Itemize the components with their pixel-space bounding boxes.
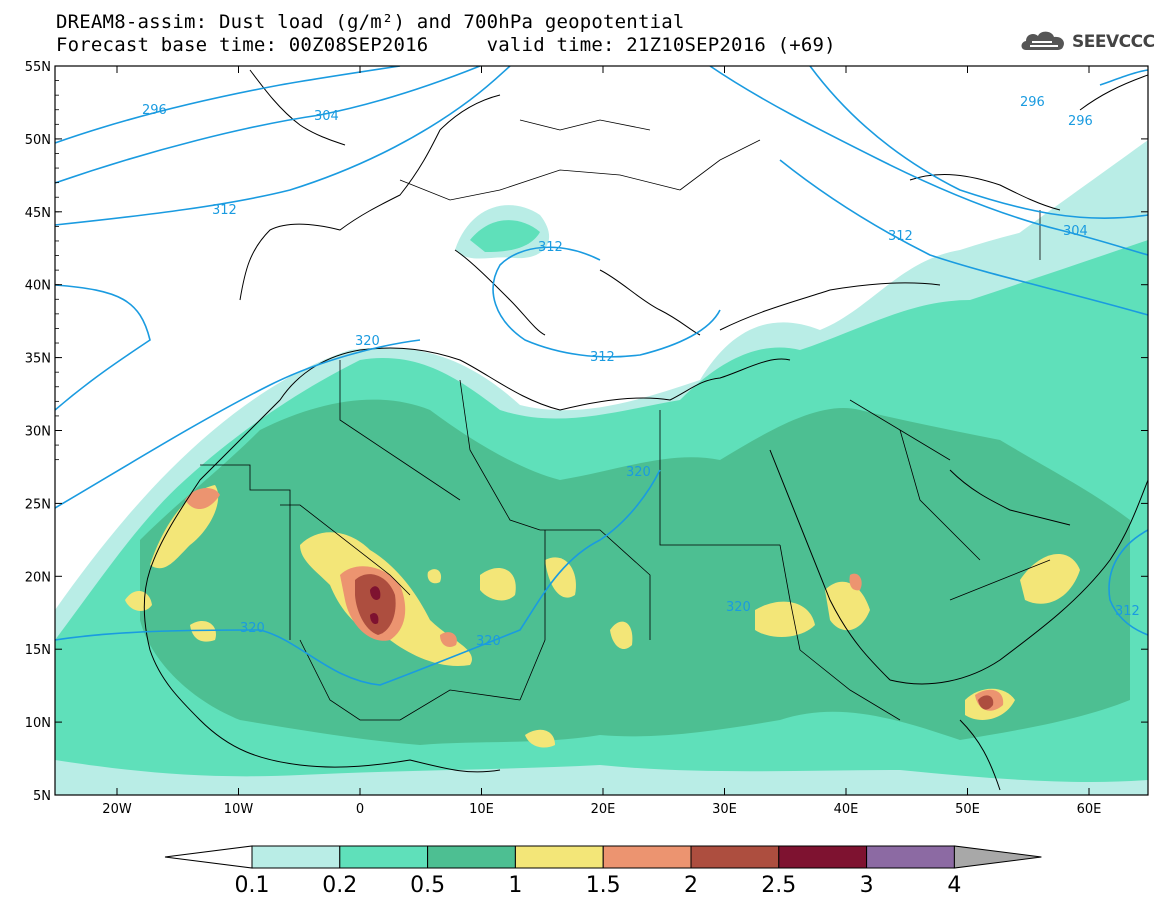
dust-level-1 xyxy=(610,621,633,650)
lon-label: 60E xyxy=(1077,802,1102,817)
lat-label: 15N xyxy=(25,643,51,658)
colorbar-min-triangle xyxy=(164,845,253,869)
dust-level-2.5 xyxy=(370,612,379,625)
contour-label: 320 xyxy=(476,634,501,649)
lon-label: 20W xyxy=(102,802,132,817)
lat-label: 10N xyxy=(25,716,51,731)
dust-level-0.5 xyxy=(140,399,1130,745)
contour-320-sahara xyxy=(55,469,661,686)
map-title: DREAM8-assim: Dust load (g/m²) and 700hP… xyxy=(56,11,685,33)
contour-label: 312 xyxy=(212,203,237,218)
coastlines xyxy=(143,69,1148,791)
dust-level-1 xyxy=(480,567,516,601)
country-borders xyxy=(200,119,1051,721)
dust-level-0.1 xyxy=(1010,140,1148,270)
colorbar-tick-label: 4 xyxy=(947,873,961,898)
colorbar-swatch xyxy=(778,845,868,869)
dust-level-1.5 xyxy=(849,573,862,591)
colorbar-tick-label: 2.5 xyxy=(761,873,796,898)
colorbar-max-triangle xyxy=(953,845,1042,869)
cloud-logo-icon xyxy=(1021,31,1064,50)
dust-level-2 xyxy=(978,695,994,710)
lat-label: 30N xyxy=(25,425,51,440)
dust-level-1 xyxy=(525,729,555,748)
dust-level-1 xyxy=(190,620,216,642)
lon-label: 20E xyxy=(591,802,616,817)
contour-label: 296 xyxy=(1020,95,1045,110)
contour-320-west xyxy=(55,284,151,411)
lon-label: 10E xyxy=(469,802,494,817)
contour-label: 320 xyxy=(626,465,651,480)
lat-label: 45N xyxy=(25,206,51,221)
dust-level-2.5 xyxy=(370,586,381,601)
contour-label: 320 xyxy=(355,334,380,349)
contour-label: 304 xyxy=(314,109,339,124)
dust-level-1 xyxy=(427,569,442,584)
contour-304-west xyxy=(55,66,481,184)
contour-312-west xyxy=(55,66,511,226)
dust-level-1.5 xyxy=(185,488,220,510)
colorbar-swatch xyxy=(602,845,692,869)
lon-label: 0 xyxy=(356,802,364,817)
dust-level-1 xyxy=(545,557,576,598)
logo-text: SEEVCCC xyxy=(1072,32,1155,52)
colorbar-tick-label: 0.5 xyxy=(410,873,445,898)
colorbar-swatch xyxy=(339,845,429,869)
contour-312-arabia xyxy=(1108,529,1148,636)
lat-label: 5N xyxy=(33,789,51,804)
geopotential-contours xyxy=(55,66,1148,686)
contour-label: 312 xyxy=(538,240,563,255)
colorbar-swatch xyxy=(866,845,955,869)
lat-label: 55N xyxy=(25,60,51,75)
dust-shading xyxy=(55,66,1148,795)
contour-296-east xyxy=(709,66,1148,256)
colorbar-swatch xyxy=(251,845,341,869)
contour-label: 312 xyxy=(590,350,615,365)
contour-296-ne xyxy=(1099,69,1148,86)
colorbar-swatch xyxy=(427,845,516,869)
dust-level-1.5 xyxy=(440,632,457,647)
contour-label: 312 xyxy=(1115,604,1140,619)
lat-label: 40N xyxy=(25,279,51,294)
colorbar-tick-label: 0.2 xyxy=(322,873,357,898)
colorbar-tick-label: 0.1 xyxy=(235,873,270,898)
colorbar-tick-label: 3 xyxy=(860,873,874,898)
dust-level-0.2 xyxy=(470,220,540,252)
seevccc-logo: SEEVCCC xyxy=(1018,26,1158,58)
contour-296-west xyxy=(55,66,401,144)
lat-label: 35N xyxy=(25,352,51,367)
dust-level-2 xyxy=(355,574,396,635)
contour-label: 312 xyxy=(888,229,913,244)
lon-label: 40E xyxy=(834,802,859,817)
dust-level-1 xyxy=(825,581,870,631)
map-subtitle: Forecast base time: 00Z08SEP2016 valid t… xyxy=(56,34,836,56)
colorbar-swatch xyxy=(690,845,780,869)
colorbar-tick-label: 1.5 xyxy=(586,873,621,898)
contour-label: 320 xyxy=(240,621,265,636)
dust-level-1 xyxy=(755,601,815,637)
contour-312-med xyxy=(492,246,721,358)
colorbar-tick-label: 1 xyxy=(508,873,522,898)
lat-label: 20N xyxy=(25,570,51,585)
lon-label: 30E xyxy=(712,802,737,817)
contour-304-east xyxy=(809,66,1148,219)
contour-label: 296 xyxy=(1068,114,1093,129)
lat-label: 25N xyxy=(25,497,51,512)
contour-320-north xyxy=(55,339,421,509)
contour-312-east xyxy=(779,159,1148,316)
colorbar-swatch xyxy=(514,845,604,869)
lat-label: 50N xyxy=(25,133,51,148)
contour-label: 296 xyxy=(142,103,167,118)
axes: 55N 50N 45N 40N 35N 30N 25N 20N 15N 10N 5N 20W 10W 0 1… xyxy=(25,60,1148,817)
contour-labels: 296 304 312 320 312 312 320 320 320 320 … xyxy=(142,95,1140,649)
contour-label: 304 xyxy=(1063,224,1088,239)
colorbar-tick-label: 2 xyxy=(684,873,698,898)
lon-label: 10W xyxy=(224,802,254,817)
colorbar: 0.1 0.2 0.5 1 1.5 2 2.5 3 4 xyxy=(164,845,1042,898)
lon-label: 50E xyxy=(955,802,980,817)
contour-label: 320 xyxy=(726,600,751,615)
dust-level-1 xyxy=(1020,553,1080,604)
